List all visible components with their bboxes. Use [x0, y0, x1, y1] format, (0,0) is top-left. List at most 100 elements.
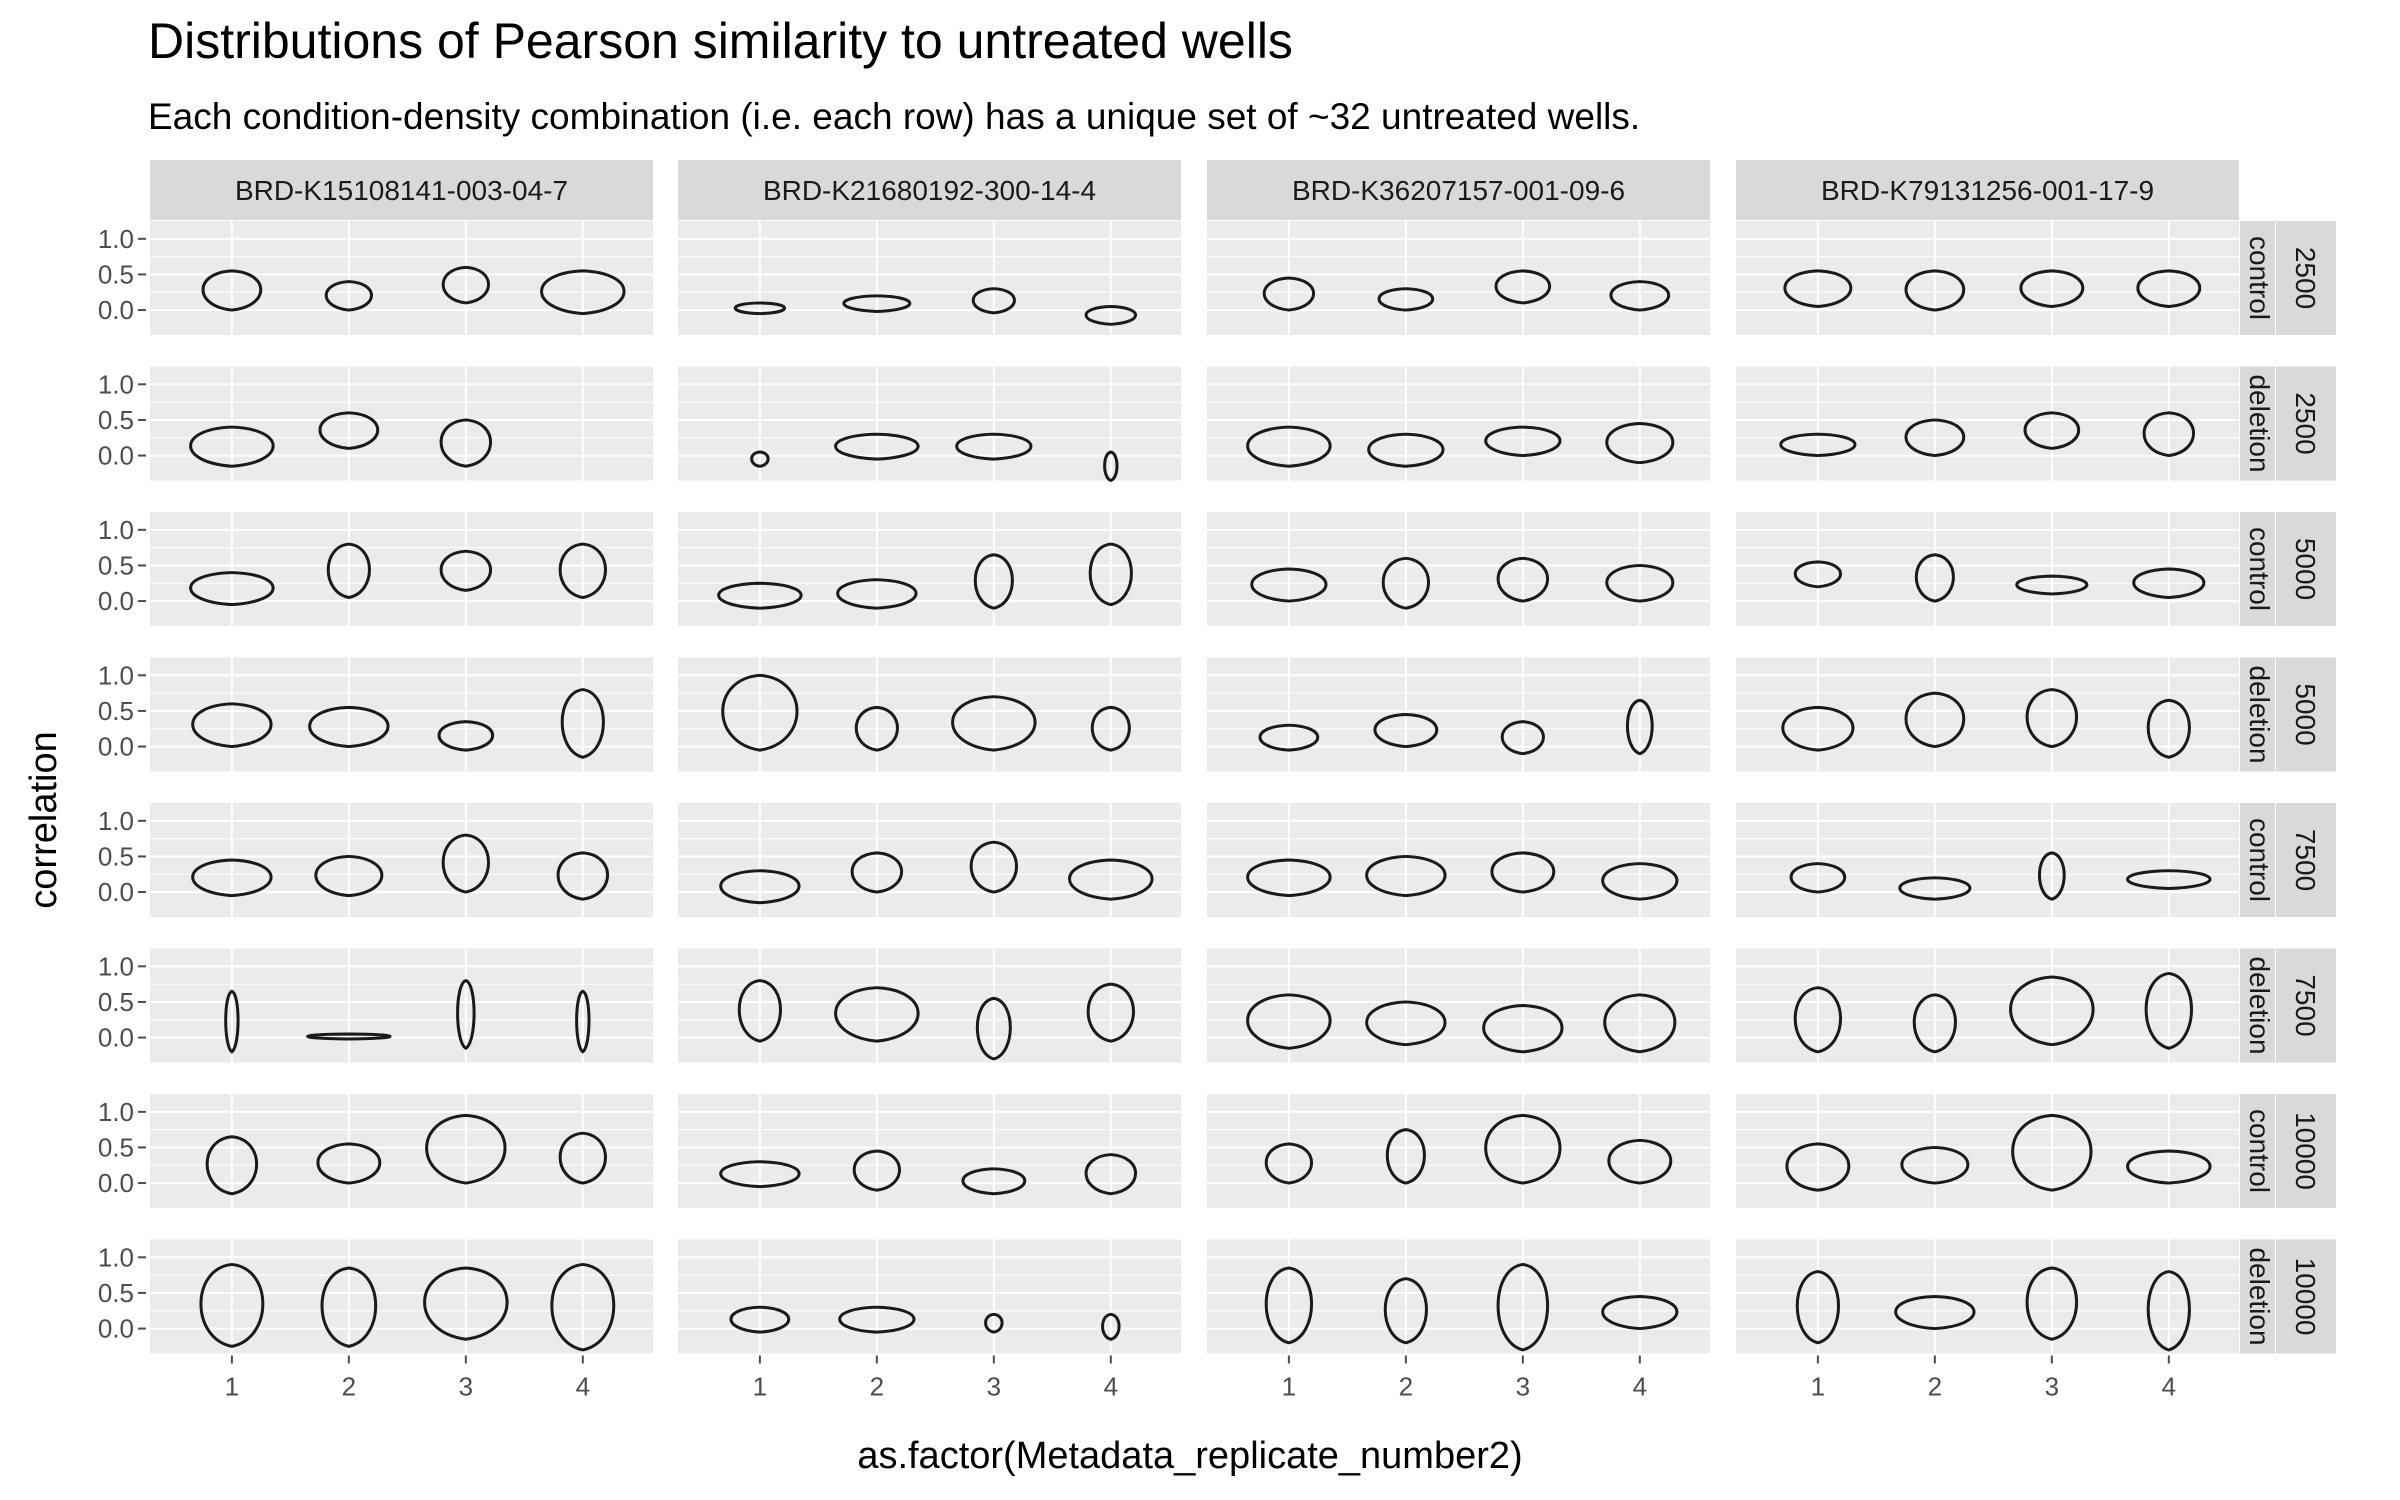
- violin-shape: [316, 1142, 382, 1185]
- violin-shape: [2144, 971, 2193, 1050]
- x-tick-label: 3: [2045, 1372, 2059, 1402]
- violin-shape: [1496, 1262, 1550, 1352]
- y-tick-label: 0.0: [98, 295, 134, 325]
- violin-shape: [750, 450, 770, 468]
- violin-shape: [1084, 304, 1138, 326]
- facet-panel: [150, 221, 653, 335]
- facet-strip-density: [2276, 657, 2336, 772]
- violin-shape: [2136, 269, 2201, 309]
- violin-shape: [1246, 425, 1332, 468]
- violin-shape: [951, 695, 1037, 752]
- violin-shape: [1264, 1142, 1314, 1185]
- y-tick-label: 0.5: [98, 1278, 134, 1308]
- violin-shape: [1912, 993, 1957, 1054]
- violin-shape: [1377, 287, 1435, 312]
- violin-shape: [1898, 876, 1972, 901]
- violin-shape: [955, 432, 1033, 461]
- violin-shape: [2142, 411, 2195, 458]
- facet-strip-condition: [2240, 803, 2275, 917]
- x-tick-label: 3: [987, 1372, 1001, 1402]
- violin-shape: [441, 833, 490, 894]
- violin-shape: [1904, 269, 1965, 312]
- violin-shape: [1795, 1270, 1840, 1345]
- violin-shape: [717, 581, 803, 610]
- facet-strip-condition: [2240, 657, 2275, 772]
- violin-shape: [1601, 1294, 1679, 1331]
- violin-shape: [306, 1032, 392, 1041]
- x-tick-label: 1: [753, 1372, 767, 1402]
- violin-shape: [850, 851, 904, 894]
- facet-panel: [1207, 1094, 1710, 1208]
- facet-panel: [150, 366, 653, 481]
- violin-shape: [1607, 1138, 1672, 1185]
- facet-row-condition-label: control: [2244, 236, 2275, 320]
- violin-shape: [984, 1312, 1004, 1334]
- facet-row-condition-label: control: [2244, 527, 2275, 611]
- facet-panel: [678, 366, 1181, 481]
- violin-shape: [737, 979, 782, 1043]
- violin-shape: [191, 702, 273, 749]
- facet-strip-condition: [2240, 948, 2275, 1063]
- facet-panel: [150, 1239, 653, 1354]
- facet-panel: [150, 512, 653, 626]
- violin-shape: [1264, 1266, 1314, 1345]
- violin-shape: [2023, 411, 2080, 450]
- violin-shape: [189, 425, 275, 468]
- facet-panel: [150, 657, 653, 772]
- violin-shape: [1904, 691, 1966, 749]
- x-tick-label: 1: [1282, 1372, 1296, 1402]
- violin-shape: [733, 301, 786, 316]
- y-tick-label: 0.5: [98, 841, 134, 871]
- y-tick-label: 0.5: [98, 259, 134, 289]
- violin-shape: [556, 851, 609, 901]
- violin-shape: [558, 1131, 607, 1185]
- violin-shape: [834, 432, 920, 461]
- y-tick-label: 0.0: [98, 1314, 134, 1344]
- violin-shape: [560, 688, 605, 759]
- y-tick-label: 0.0: [98, 586, 134, 616]
- y-tick-label: 1.0: [98, 806, 134, 836]
- facet-row-density-label: 2500: [2290, 392, 2321, 454]
- violin-shape: [2126, 1149, 2212, 1185]
- facet-panel: [1207, 948, 1710, 1063]
- facet-panel: [150, 948, 653, 1063]
- facet-row-condition-label: control: [2244, 1109, 2275, 1193]
- violin-shape: [1779, 432, 1857, 458]
- facet-column-label: BRD-K15108141-003-04-7: [235, 175, 568, 206]
- violin-shape: [721, 673, 799, 752]
- violin-shape: [1601, 862, 1679, 901]
- violin-shape: [1914, 553, 1955, 603]
- violin-shape: [1250, 567, 1328, 603]
- x-tick-label: 1: [225, 1372, 239, 1402]
- facet-row-density-label: 5000: [2290, 538, 2321, 600]
- facet-column-label: BRD-K36207157-001-09-6: [1292, 175, 1625, 206]
- facet-row-density-label: 7500: [2290, 829, 2321, 891]
- facet-strip-density: [2276, 1094, 2336, 1208]
- facet-row-density-label: 5000: [2290, 683, 2321, 745]
- violin-shape: [971, 287, 1016, 315]
- violin-shape: [1101, 1312, 1121, 1341]
- violin-shape: [1900, 1145, 1970, 1185]
- violin-shape: [224, 989, 240, 1054]
- violin-shape: [550, 1262, 616, 1352]
- y-tick-label: 0.5: [98, 696, 134, 726]
- facet-strip-condition: [2240, 366, 2275, 481]
- violin-shape: [320, 1266, 378, 1348]
- violin-shape: [456, 978, 476, 1051]
- y-axis-label: correlation: [23, 731, 65, 908]
- facet-panel: [1736, 948, 2239, 1063]
- violin-shape: [1084, 1153, 1138, 1196]
- violin-shape: [852, 1149, 902, 1192]
- violin-shape: [439, 549, 493, 592]
- y-tick-label: 0.0: [98, 1168, 134, 1198]
- violin-shape: [1605, 421, 1675, 465]
- facet-panel: [1736, 221, 2239, 335]
- x-tick-label: 2: [1928, 1372, 1942, 1402]
- violin-shape: [2126, 869, 2212, 891]
- violin-shape: [189, 571, 275, 607]
- facet-strip-condition: [2240, 512, 2275, 626]
- violin-shape: [1367, 432, 1445, 468]
- violin-shape: [1385, 1128, 1426, 1185]
- facet-row-density-label: 10000: [2290, 1258, 2321, 1336]
- violin-shape: [975, 996, 1012, 1061]
